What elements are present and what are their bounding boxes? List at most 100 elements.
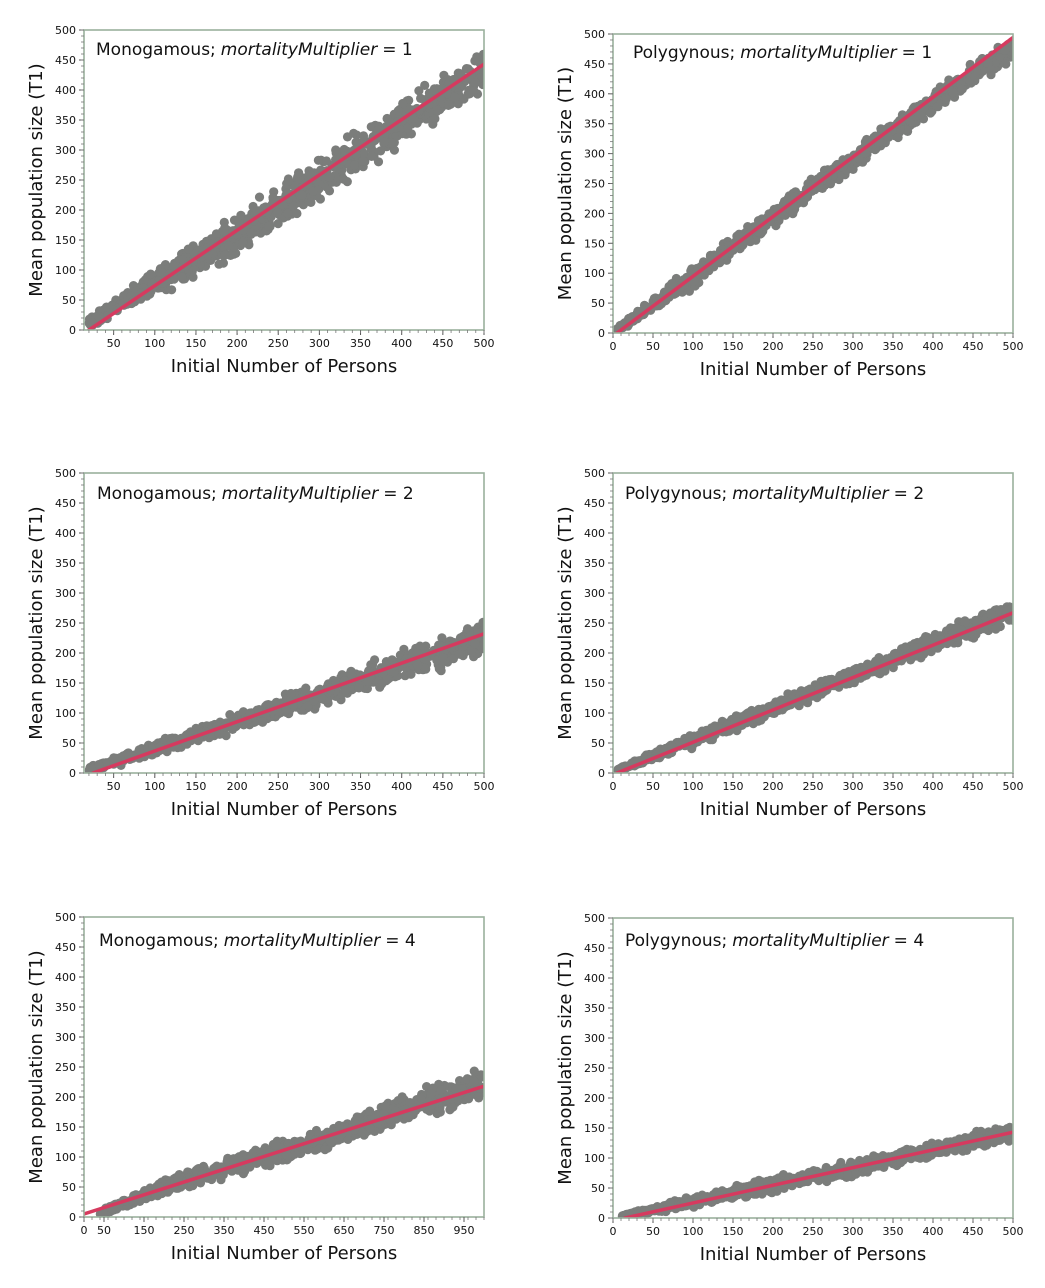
scatter-point	[438, 653, 448, 663]
scatter-point	[406, 669, 416, 679]
panel-title: Polygynous; mortalityMultiplier = 1	[633, 43, 932, 63]
scatter-point	[286, 688, 296, 699]
y-tick-label: 300	[584, 148, 605, 161]
scatter-point	[472, 52, 482, 62]
scatter-point	[343, 1134, 353, 1144]
x-tick-label: 50	[646, 340, 660, 353]
panel-title-italic: mortalityMultiplier	[732, 484, 889, 504]
scatter-point	[342, 177, 352, 187]
scatter-point	[245, 1162, 255, 1172]
x-tick-label: 400	[923, 340, 944, 353]
scatter-point	[358, 131, 369, 141]
x-tick-label: 250	[803, 340, 824, 353]
scatter-point	[415, 641, 425, 651]
plot-frame	[612, 472, 1014, 774]
x-tick-label: 150	[723, 780, 744, 793]
scatter-point	[325, 172, 335, 182]
scatter-point	[469, 86, 479, 96]
x-tick-label: 450	[432, 780, 453, 793]
scatter-point	[382, 113, 392, 124]
scatter-point	[403, 123, 413, 133]
scatter-point	[854, 154, 864, 164]
x-tick-label: 300	[843, 780, 864, 793]
scatter-point	[434, 664, 444, 674]
panel-title-plain: Polygynous;	[633, 43, 735, 63]
panel-title-italic: mortalityMultiplier	[221, 40, 378, 60]
scatter-point	[94, 760, 104, 770]
scatter-point	[420, 80, 430, 90]
scatter-point	[376, 146, 386, 156]
x-tick-label: 200	[763, 780, 784, 793]
panel-title-suffix: = 2	[383, 484, 413, 504]
y-axis-title: Mean population size (T1)	[555, 67, 576, 300]
x-tick-label: 500	[1003, 780, 1024, 793]
y-tick-label: 300	[55, 144, 76, 157]
scatter-point	[308, 186, 318, 196]
x-tick-label: 250	[268, 337, 289, 350]
x-tick-label: 0	[610, 340, 617, 353]
fit-line	[87, 62, 484, 330]
scatter-point	[248, 201, 258, 212]
y-tick-label: 150	[584, 677, 605, 690]
scatter-point	[272, 207, 283, 218]
y-tick-label: 250	[584, 178, 605, 191]
scatter-points	[95, 1066, 484, 1217]
scatter-point	[409, 113, 419, 123]
scatter-point	[290, 1149, 300, 1159]
scatter-point	[258, 717, 268, 727]
fit-line	[91, 632, 484, 773]
x-tick-label: 100	[144, 337, 165, 350]
scatter-point	[370, 655, 380, 665]
scatter-point	[1000, 45, 1010, 55]
scatter-point	[430, 114, 440, 124]
x-tick-label: 300	[843, 340, 864, 353]
y-tick-label: 400	[584, 88, 605, 101]
scatter-point	[377, 679, 387, 689]
x-tick-label: 100	[683, 340, 704, 353]
scatter-point	[470, 639, 480, 649]
scatter-point	[146, 269, 156, 279]
y-tick-label: 0	[69, 767, 76, 780]
y-tick-label: 100	[584, 707, 605, 720]
y-tick-label: 50	[62, 737, 76, 750]
scatter-point	[754, 704, 764, 714]
x-tick-label: 50	[107, 337, 121, 350]
panel-title-suffix: = 2	[894, 484, 924, 504]
fit-line	[615, 35, 1013, 333]
x-tick-label: 200	[227, 337, 248, 350]
scatter-point	[264, 221, 274, 231]
scatter-point	[893, 132, 903, 143]
scatter-point	[444, 100, 454, 110]
x-tick-label: 450	[963, 340, 984, 353]
x-tick-label: 500	[474, 780, 495, 793]
x-tick-label: 300	[309, 337, 330, 350]
scatter-point	[331, 145, 341, 155]
scatter-point	[685, 732, 696, 743]
scatter-point	[667, 279, 677, 289]
scatter-point	[320, 1145, 330, 1155]
scatter-point	[284, 176, 294, 186]
y-tick-label: 400	[55, 84, 76, 97]
y-tick-label: 300	[584, 587, 605, 600]
scatter-point	[313, 155, 323, 165]
y-tick-label: 500	[584, 467, 605, 480]
scatter-point	[311, 1145, 321, 1155]
scatter-point	[157, 268, 167, 278]
y-tick-label: 200	[55, 204, 76, 217]
scatter-point	[349, 160, 359, 170]
scatter-point	[234, 218, 244, 228]
scatter-point	[365, 1106, 375, 1116]
scatter-point	[462, 1074, 472, 1084]
x-axis-title: Initial Number of Persons	[171, 799, 398, 820]
scatter-point	[297, 190, 307, 200]
scatter-point	[983, 58, 993, 68]
scatter-point	[294, 168, 304, 178]
y-tick-label: 0	[598, 767, 605, 780]
y-tick-label: 0	[69, 324, 76, 337]
y-axis-title: Mean population size (T1)	[555, 506, 576, 739]
y-tick-label: 500	[55, 24, 76, 37]
scatter-point	[454, 649, 464, 659]
